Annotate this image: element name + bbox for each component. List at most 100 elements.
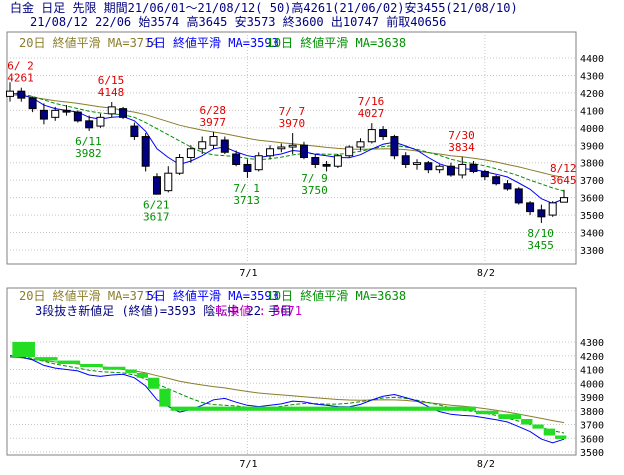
break-brick — [498, 414, 522, 419]
candle-body — [266, 148, 275, 157]
candle-body — [401, 155, 410, 165]
x-tick-label: 8/2 — [477, 268, 495, 279]
high-annotation-date: 6/28 — [200, 104, 227, 117]
legend-entry: 10日 終値平滑 MA=3638 — [267, 35, 406, 50]
y-tick-label: 4200 — [580, 89, 604, 100]
candle-body — [232, 153, 241, 165]
candle-body — [277, 146, 286, 150]
candle-body — [480, 170, 489, 178]
break-brick — [57, 360, 81, 364]
legend-entry: 5日 終値平滑 MA=3593 — [147, 35, 279, 50]
y-tick-label: 3700 — [580, 421, 604, 432]
y-tick-label: 3600 — [580, 434, 604, 445]
ma10-line — [9, 92, 565, 192]
y-tick-label: 4000 — [580, 124, 604, 135]
candle-body — [175, 156, 184, 174]
candle-body — [560, 197, 568, 203]
y-tick-label: 4200 — [580, 352, 604, 363]
candle-body — [254, 155, 263, 171]
candle-body — [537, 209, 546, 218]
y-tick-label: 4300 — [580, 338, 604, 349]
y-tick-label: 4100 — [580, 106, 604, 117]
candle-body — [356, 141, 365, 148]
break-brick — [521, 419, 533, 425]
high-annotation-value: 3977 — [200, 116, 227, 129]
legend-entry: 20日 終値平滑 MA=3714 — [19, 35, 158, 50]
candle-body — [548, 202, 557, 216]
low-annotation-date: 7/ 1 — [233, 182, 260, 195]
break-brick — [34, 357, 58, 361]
high-annotation-date: 7/30 — [448, 129, 475, 142]
candle-body — [367, 129, 376, 143]
candle-body — [322, 163, 331, 167]
high-annotation-date: 6/ 2 — [7, 60, 34, 73]
y-tick-label: 3800 — [580, 407, 604, 418]
break-brick — [80, 364, 103, 367]
candle-body — [424, 162, 433, 171]
legend-entry: 5日 終値平滑 MA=3593 — [147, 288, 279, 303]
candle-body — [514, 188, 523, 204]
candle-body — [311, 156, 320, 165]
break-brick — [102, 366, 126, 370]
candle-body — [62, 109, 71, 113]
y-tick-label: 3400 — [580, 229, 604, 240]
candle-body — [209, 136, 218, 146]
y-tick-label: 3300 — [580, 246, 604, 257]
x-tick-label: 7/1 — [239, 459, 257, 470]
high-annotation-value: 4027 — [358, 107, 385, 120]
candle-body — [6, 90, 14, 97]
candle-body — [28, 97, 37, 110]
low-annotation-value: 3617 — [143, 211, 170, 224]
candle-body — [526, 202, 535, 213]
candle-body — [96, 116, 105, 127]
y-tick-label: 3600 — [580, 194, 604, 205]
break-brick — [532, 424, 544, 429]
break-brick — [170, 406, 476, 411]
y-tick-label: 3900 — [580, 393, 604, 404]
candle-body — [469, 163, 478, 172]
candle-body — [345, 146, 354, 157]
high-annotation-value: 4148 — [98, 86, 125, 99]
candle-body — [186, 148, 195, 158]
high-annotation-value: 4261 — [7, 72, 34, 85]
y-tick-label: 3500 — [580, 211, 604, 222]
header-line-1: 白金 日足 先限 期間21/06/01～21/08/12( 50)高4261(2… — [10, 1, 518, 15]
candle-body — [220, 139, 229, 153]
x-tick-label: 8/2 — [477, 459, 495, 470]
break-brick — [159, 388, 171, 407]
candle-body — [198, 141, 207, 150]
low-annotation-date: 6/11 — [75, 135, 102, 148]
high-annotation-value: 3834 — [448, 141, 475, 154]
candle-body — [152, 176, 161, 195]
y-tick-label: 3500 — [580, 448, 604, 459]
candle-body — [413, 162, 422, 165]
header-line-2: 21/08/12 22/06 始3574 高3645 安3573 終3600 出… — [30, 15, 447, 29]
high-annotation-value: 3970 — [279, 117, 306, 130]
candle-body — [51, 109, 60, 118]
low-annotation-value: 3713 — [233, 194, 260, 207]
reversal-value: 転換値 : 3671 — [215, 303, 302, 318]
high-annotation-date: 6/15 — [98, 74, 125, 87]
legend-entry: 10日 終値平滑 MA=3638 — [267, 288, 406, 303]
candle-body — [85, 120, 94, 129]
candle-body — [107, 106, 116, 115]
high-annotation-date: 7/16 — [358, 95, 385, 108]
break-brick — [555, 435, 567, 439]
panel-frame-1 — [6, 31, 577, 265]
low-annotation-value: 3982 — [75, 147, 102, 160]
x-tick-label: 7/1 — [239, 268, 257, 279]
candle-body — [130, 125, 139, 138]
candle-body — [379, 129, 388, 138]
high-annotation-date: 7/ 7 — [279, 105, 306, 118]
candle-body — [503, 183, 512, 190]
status-text: 3段抜き新値足 (終値)=3593 陰転中 22 手目 — [35, 303, 292, 318]
y-tick-label: 4000 — [580, 379, 604, 390]
y-tick-label: 4400 — [580, 54, 604, 65]
y-tick-label: 3900 — [580, 141, 604, 152]
candle-body — [458, 163, 467, 176]
candle-body — [288, 144, 297, 148]
break-brick — [475, 410, 499, 415]
low-annotation-date: 6/21 — [143, 199, 170, 212]
candle-body — [73, 111, 82, 122]
